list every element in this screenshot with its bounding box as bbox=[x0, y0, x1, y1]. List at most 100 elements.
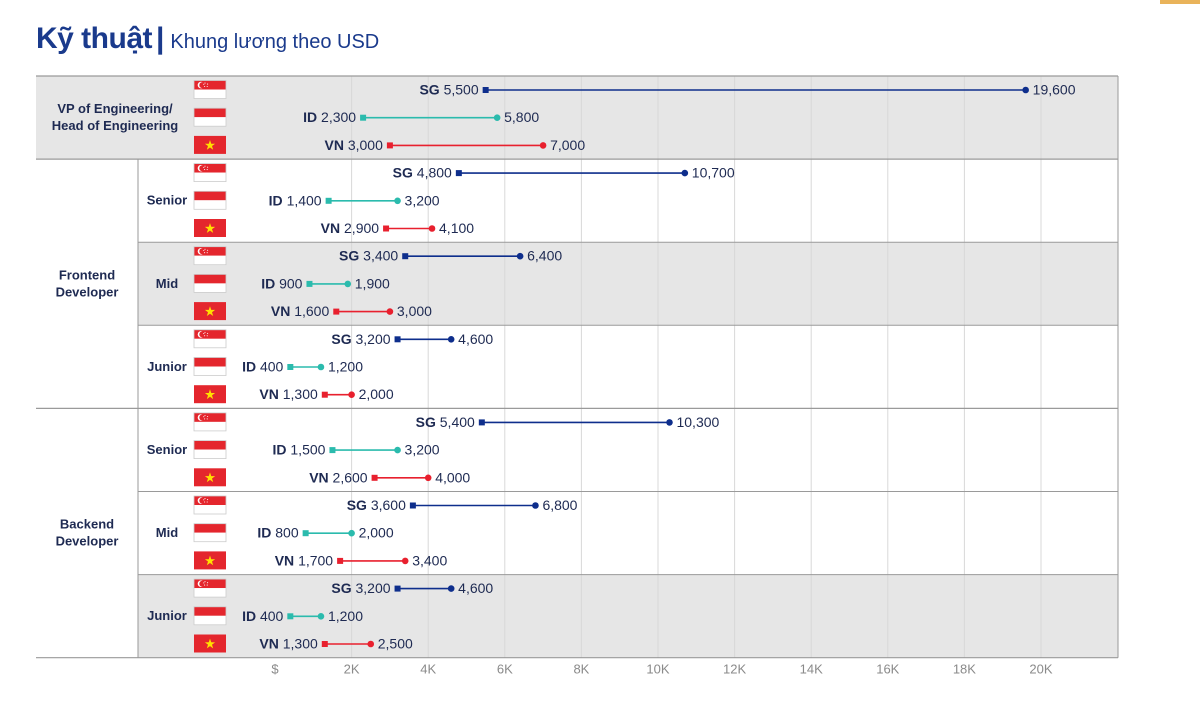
range-max-label: 4,100 bbox=[439, 220, 474, 236]
sg-flag-icon bbox=[193, 163, 227, 183]
range-min-marker bbox=[302, 530, 309, 537]
range-min-label: ID 800 bbox=[257, 525, 298, 541]
range-min-marker bbox=[287, 613, 294, 620]
range-max-label: 1,200 bbox=[328, 608, 363, 624]
range-max-label: 4,000 bbox=[435, 469, 470, 485]
range-id: ID 2,300 5,800 bbox=[303, 109, 539, 125]
range-max-marker bbox=[386, 308, 394, 315]
range-sg: SG 5,500 19,600 bbox=[419, 82, 1075, 98]
x-tick-label: 6K bbox=[497, 662, 513, 677]
range-max-marker bbox=[424, 474, 432, 482]
range-max-label: 1,200 bbox=[328, 359, 363, 375]
range-max-label: 7,000 bbox=[550, 137, 585, 153]
range-max-marker bbox=[344, 280, 352, 288]
range-min-marker bbox=[329, 447, 336, 454]
range-max-marker bbox=[1022, 86, 1029, 94]
role-label-line: Head of Engineering bbox=[52, 118, 178, 133]
range-min-marker bbox=[371, 474, 378, 481]
range-max-label: 3,200 bbox=[405, 192, 440, 208]
id-flag-icon bbox=[193, 190, 227, 210]
range-min-label: VN 1,300 bbox=[259, 636, 318, 652]
range-min-marker bbox=[482, 87, 489, 93]
range-sg: SG 4,800 10,700 bbox=[393, 165, 735, 181]
x-tick-label: 8K bbox=[573, 662, 589, 677]
range-min-marker bbox=[383, 225, 390, 232]
role-label: Backend Developer bbox=[56, 517, 119, 549]
sg-flag-icon bbox=[193, 578, 227, 598]
level-band bbox=[138, 242, 1118, 326]
range-max-marker bbox=[493, 114, 501, 121]
range-min-marker bbox=[337, 557, 344, 564]
range-min-label: SG 3,200 bbox=[331, 331, 390, 347]
range-min-marker bbox=[321, 641, 328, 647]
range-sg: SG 3,400 6,400 bbox=[339, 248, 562, 264]
range-max-marker bbox=[666, 419, 673, 426]
range-max-label: 6,400 bbox=[527, 248, 562, 264]
range-id: ID 400 1,200 bbox=[242, 608, 363, 624]
level-label: Senior bbox=[147, 193, 187, 208]
range-min-label: ID 900 bbox=[261, 275, 302, 291]
range-max-marker bbox=[447, 336, 455, 343]
x-tick-label: 14K bbox=[800, 662, 823, 677]
title-subtitle: Khung lương theo USD bbox=[170, 31, 380, 53]
range-max-marker bbox=[317, 613, 325, 620]
range-id: ID 1,400 3,200 bbox=[269, 192, 440, 208]
range-max-label: 10,700 bbox=[692, 165, 735, 181]
sg-flag-icon bbox=[193, 329, 227, 349]
sg-flag-icon bbox=[193, 412, 227, 432]
sg-flag-icon bbox=[193, 80, 227, 99]
range-max-marker bbox=[539, 142, 547, 149]
range-min-marker bbox=[409, 502, 416, 509]
id-flag-icon bbox=[193, 273, 227, 293]
role-label-line: Frontend bbox=[59, 267, 115, 282]
range-min-label: SG 5,500 bbox=[419, 82, 478, 98]
range-max-label: 5,800 bbox=[504, 109, 539, 125]
level-label: Junior bbox=[147, 359, 187, 374]
range-min-marker bbox=[287, 364, 294, 370]
range-min-label: SG 5,400 bbox=[416, 414, 475, 430]
range-min-marker bbox=[333, 308, 340, 315]
range-min-label: SG 3,200 bbox=[331, 580, 390, 596]
range-sg: SG 3,200 4,600 bbox=[331, 580, 493, 596]
vn-flag-icon bbox=[194, 468, 226, 487]
corner-accent bbox=[1160, 0, 1200, 4]
range-max-label: 3,000 bbox=[397, 303, 432, 319]
range-min-marker bbox=[455, 170, 462, 177]
range-vn: VN 3,000 7,000 bbox=[325, 137, 586, 153]
range-max-label: 6,800 bbox=[542, 497, 577, 513]
range-vn: VN 1,300 2,000 bbox=[259, 386, 393, 402]
range-max-marker bbox=[317, 363, 325, 371]
range-max-label: 19,600 bbox=[1033, 82, 1076, 98]
id-flag-icon bbox=[193, 440, 227, 460]
range-id: ID 800 2,000 bbox=[257, 525, 393, 541]
range-min-label: SG 3,400 bbox=[339, 248, 398, 264]
x-tick-label: 20K bbox=[1029, 662, 1052, 677]
range-min-label: VN 1,700 bbox=[275, 552, 334, 568]
range-max-label: 10,300 bbox=[676, 414, 719, 430]
role-label-line: Developer bbox=[56, 284, 119, 299]
range-vn: VN 1,600 3,000 bbox=[271, 303, 432, 319]
range-min-label: ID 1,400 bbox=[269, 192, 322, 208]
sg-flag-icon bbox=[193, 246, 227, 266]
range-min-label: ID 2,300 bbox=[303, 109, 356, 125]
range-min-label: VN 1,300 bbox=[259, 386, 318, 402]
level-label: Mid bbox=[156, 276, 178, 291]
range-min-marker bbox=[325, 197, 332, 204]
range-sg: SG 3,200 4,600 bbox=[331, 331, 493, 347]
range-max-label: 1,900 bbox=[355, 275, 390, 291]
vn-flag-icon bbox=[194, 551, 226, 570]
range-max-marker bbox=[447, 585, 455, 592]
range-max-marker bbox=[401, 557, 409, 565]
range-max-marker bbox=[516, 252, 524, 260]
range-min-label: VN 1,600 bbox=[271, 303, 330, 319]
range-min-label: SG 4,800 bbox=[393, 165, 452, 181]
range-max-label: 4,600 bbox=[458, 580, 493, 596]
vn-flag-icon bbox=[194, 135, 226, 154]
range-min-marker bbox=[394, 585, 401, 592]
vn-flag-icon bbox=[194, 302, 226, 321]
range-max-marker bbox=[394, 446, 401, 454]
range-max-label: 4,600 bbox=[458, 331, 493, 347]
role-label: Frontend Developer bbox=[56, 267, 119, 299]
range-max-label: 2,500 bbox=[378, 636, 413, 652]
range-min-label: ID 400 bbox=[242, 608, 283, 624]
